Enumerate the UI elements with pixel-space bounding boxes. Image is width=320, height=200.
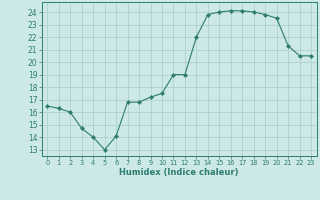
X-axis label: Humidex (Indice chaleur): Humidex (Indice chaleur): [119, 168, 239, 177]
